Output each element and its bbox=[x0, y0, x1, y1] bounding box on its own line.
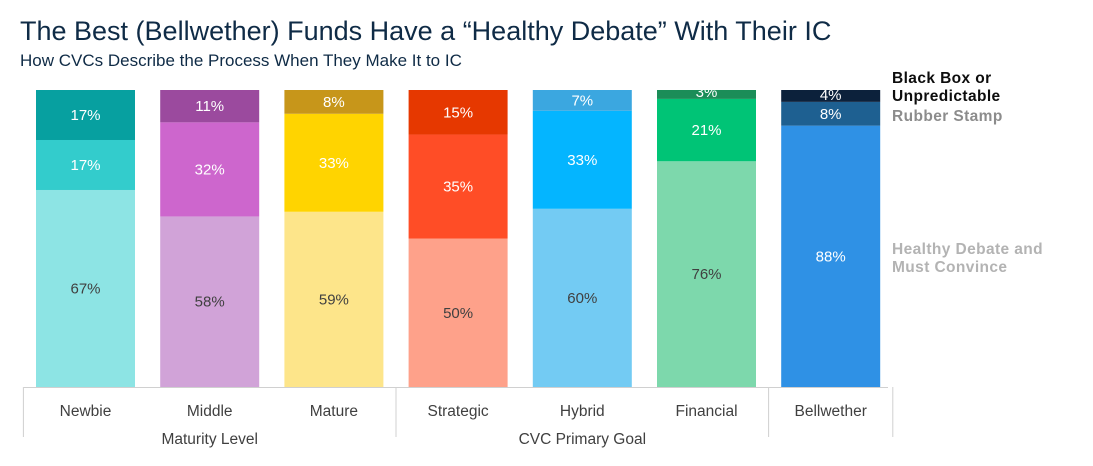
data-label-newbie-rubber-stamp: 17% bbox=[70, 157, 100, 174]
x-tick-label-financial: Financial bbox=[675, 403, 737, 420]
data-label-hybrid-black-box-or-unpredictable: 7% bbox=[571, 92, 593, 109]
bar-bellwether-black-box-or-unpredictable bbox=[781, 90, 881, 102]
data-label-financial-black-box-or-unpredictable: 3% bbox=[696, 84, 718, 101]
data-label-mature-rubber-stamp: 33% bbox=[319, 155, 349, 172]
x-tick-label-mature: Mature bbox=[310, 403, 358, 420]
data-label-financial-rubber-stamp: 21% bbox=[691, 122, 721, 139]
x-tick-label-middle: Middle bbox=[187, 403, 233, 420]
bar-strategic-black-box-or-unpredictable bbox=[408, 90, 508, 135]
data-label-bellwether-black-box-or-unpredictable: 4% bbox=[820, 87, 842, 104]
bar-newbie-black-box-or-unpredictable bbox=[36, 90, 135, 140]
x-tick-label-bellwether: Bellwether bbox=[795, 403, 867, 420]
bar-mature-black-box-or-unpredictable bbox=[284, 90, 384, 114]
x-tick-label-newbie: Newbie bbox=[60, 403, 112, 420]
data-label-hybrid-rubber-stamp: 33% bbox=[567, 152, 597, 169]
bar-mature-rubber-stamp bbox=[284, 113, 384, 212]
bar-middle-healthy-debate-and-must-convince bbox=[160, 216, 260, 387]
bar-mature-healthy-debate-and-must-convince bbox=[284, 211, 384, 387]
data-label-middle-rubber-stamp: 32% bbox=[195, 161, 225, 178]
x-tick-label-strategic: Strategic bbox=[428, 403, 489, 420]
legend-rubber-stamp: Rubber Stamp bbox=[892, 108, 1003, 125]
legend-healthy-debate: Healthy Debate and Must Convince bbox=[892, 241, 1044, 276]
data-label-newbie-healthy-debate-and-must-convince: 67% bbox=[70, 280, 100, 297]
group-label-cvc-primary-goal: CVC Primary Goal bbox=[519, 431, 646, 448]
data-label-hybrid-healthy-debate-and-must-convince: 60% bbox=[567, 290, 597, 307]
bar-bellwether-rubber-stamp bbox=[781, 101, 881, 126]
data-label-bellwether-healthy-debate-and-must-convince: 88% bbox=[816, 248, 846, 265]
chart-title: The Best (Bellwether) Funds Have a “Heal… bbox=[20, 16, 832, 46]
data-label-financial-healthy-debate-and-must-convince: 76% bbox=[691, 266, 721, 283]
data-label-mature-black-box-or-unpredictable: 8% bbox=[323, 94, 345, 111]
chart-subtitle: How CVCs Describe the Process When They … bbox=[20, 51, 462, 70]
bar-middle-rubber-stamp bbox=[160, 122, 260, 217]
bar-middle-black-box-or-unpredictable bbox=[160, 90, 260, 123]
bar-hybrid-healthy-debate-and-must-convince bbox=[532, 208, 632, 387]
x-tick-label-hybrid: Hybrid bbox=[560, 403, 605, 420]
bar-newbie-rubber-stamp bbox=[36, 139, 135, 190]
data-label-middle-black-box-or-unpredictable: 11% bbox=[195, 98, 224, 115]
bar-financial-healthy-debate-and-must-convince bbox=[657, 161, 756, 387]
bar-bellwether-healthy-debate-and-must-convince bbox=[781, 125, 881, 387]
data-label-strategic-rubber-stamp: 35% bbox=[443, 179, 473, 196]
bar-strategic-healthy-debate-and-must-convince bbox=[408, 238, 508, 387]
data-label-newbie-black-box-or-unpredictable: 17% bbox=[70, 107, 100, 124]
data-label-strategic-healthy-debate-and-must-convince: 50% bbox=[443, 305, 473, 322]
data-label-middle-healthy-debate-and-must-convince: 58% bbox=[195, 294, 225, 311]
bar-financial-rubber-stamp bbox=[657, 98, 756, 162]
bar-hybrid-rubber-stamp bbox=[532, 110, 632, 209]
bar-strategic-rubber-stamp bbox=[408, 134, 508, 239]
legend-black-box: Black Box or Unpredictable bbox=[892, 70, 1001, 105]
data-label-strategic-black-box-or-unpredictable: 15% bbox=[443, 104, 473, 121]
bar-newbie-healthy-debate-and-must-convince bbox=[36, 189, 135, 387]
bar-hybrid-black-box-or-unpredictable bbox=[532, 90, 632, 111]
group-label-maturity-level: Maturity Level bbox=[161, 431, 257, 448]
data-label-bellwether-rubber-stamp: 8% bbox=[820, 106, 842, 123]
data-label-mature-healthy-debate-and-must-convince: 59% bbox=[319, 291, 349, 308]
bar-financial-black-box-or-unpredictable bbox=[657, 90, 756, 99]
